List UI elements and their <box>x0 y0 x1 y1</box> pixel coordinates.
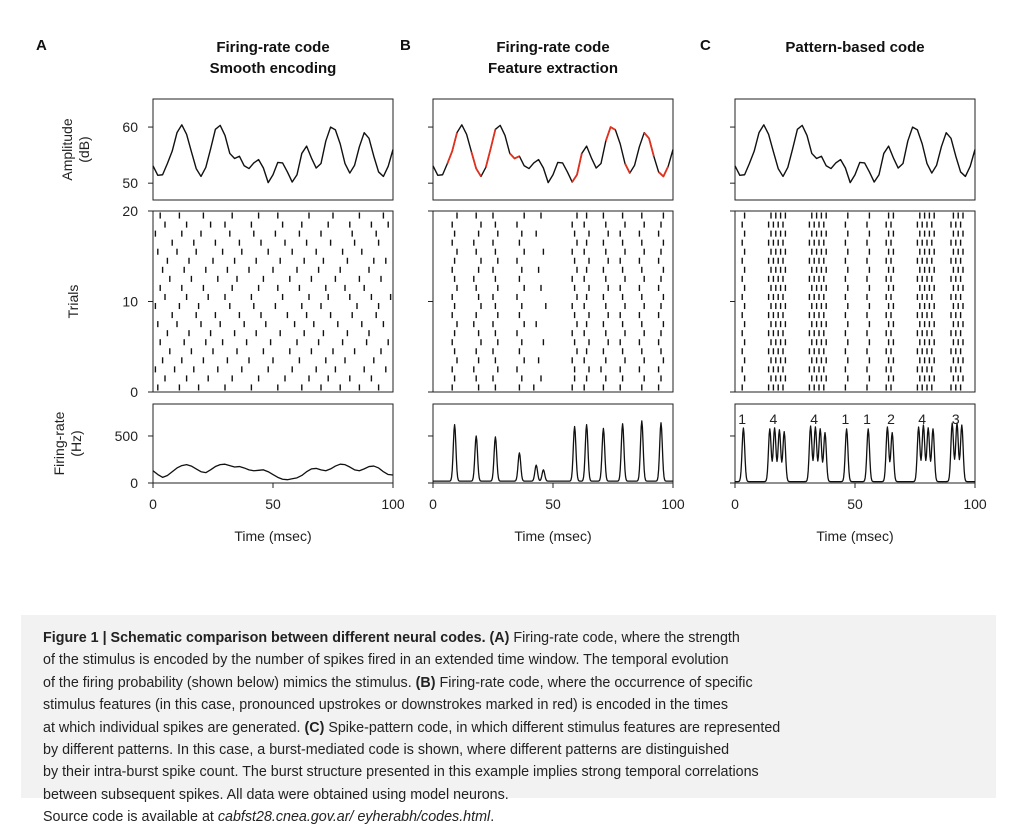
axes-frame-c-amplitude <box>734 98 976 201</box>
y-tick-label-amplitude-60: 60 <box>122 119 138 135</box>
stimulus-amplitude-line-c <box>734 124 976 184</box>
axes-frame-b-amplitude <box>432 98 674 201</box>
caption-line-6: by different patterns. In this case, a b… <box>43 742 730 759</box>
caption-line-1: Figure 1 | Schematic comparison between … <box>43 627 996 649</box>
y-tick-label-trials-10: 10 <box>122 294 138 310</box>
row-label-rate-2: (Hz) <box>68 430 84 456</box>
firing-rate-line-c <box>734 422 976 483</box>
axes-frame-a-trials <box>152 210 394 393</box>
row-label-amplitude-1: Amplitude <box>59 118 75 180</box>
panel-title-a-1: Firing-rate code <box>216 39 329 56</box>
y-tick-label-amplitude-50: 50 <box>122 175 138 191</box>
caption-label-a: (A) <box>489 630 510 646</box>
caption-line-2: of the stimulus is encoded by the number… <box>43 652 729 669</box>
highlighted-stroke-b-2 <box>484 129 497 168</box>
panel-letter-a: A <box>36 37 47 54</box>
caption-line-7: by their intra-burst spike count. The bu… <box>43 764 759 781</box>
panel-letter-b: B <box>400 37 411 54</box>
burst-count-label-1: 4 <box>770 411 778 427</box>
caption-line-8: between subsequent spikes. All data were… <box>43 786 509 803</box>
x-tick-label-100-panel-2: 100 <box>963 496 987 512</box>
highlighted-stroke-b-5 <box>604 126 616 142</box>
burst-count-label-4: 1 <box>863 411 871 427</box>
axes-frame-b-rate <box>432 403 674 484</box>
highlighted-stroke-b-4 <box>571 153 583 183</box>
row-label-trials-1: Trials <box>65 285 81 319</box>
x-tick-label-50-panel-1: 50 <box>545 496 561 512</box>
caption-text-1: Firing-rate code, where the strength <box>509 630 740 646</box>
x-tick-label-0-panel-2: 0 <box>731 496 739 512</box>
source-code-url: cabfst28.cnea.gov.ar/ eyherabh/codes.htm… <box>217 809 491 826</box>
highlighted-stroke-b-6 <box>624 163 631 174</box>
stimulus-amplitude-line-a <box>152 124 394 184</box>
y-tick-label-rate-500: 500 <box>115 428 139 444</box>
spike-raster-b <box>451 212 665 391</box>
burst-count-label-5: 2 <box>887 411 895 427</box>
firing-rate-line-a <box>152 463 394 481</box>
x-tick-label-0-panel-0: 0 <box>149 496 157 512</box>
caption-line-5: at which individual spikes are generated… <box>43 717 996 739</box>
caption-label-c: (C) <box>304 719 325 736</box>
caption-source-line: Source code is available at cabfst28.cne… <box>43 806 996 828</box>
highlighted-stroke-b-3 <box>509 152 520 160</box>
caption-text-3b: Firing-rate code, where the occurrence o… <box>435 674 753 691</box>
highlighted-stroke-b-7 <box>643 132 655 157</box>
burst-count-label-6: 4 <box>918 411 926 427</box>
caption-heading: Figure 1 | Schematic comparison between … <box>43 630 486 646</box>
highlighted-stroke-b-8 <box>657 165 670 178</box>
row-label-amplitude-2: (dB) <box>76 136 92 162</box>
stimulus-amplitude-line-b <box>432 124 674 184</box>
x-axis-label-panel-c: Time (msec) <box>816 528 893 544</box>
x-tick-label-100-panel-1: 100 <box>661 496 685 512</box>
burst-count-label-0: 1 <box>738 411 746 427</box>
panel-title-b-1: Firing-rate code <box>496 39 609 56</box>
spike-raster-a <box>154 212 392 391</box>
panel-letter-c: C <box>700 37 711 54</box>
caption-text-5: at which individual spikes are generated… <box>43 719 301 736</box>
panel-title-c-1: Pattern-based code <box>785 39 924 56</box>
highlighted-stroke-b-1 <box>470 151 482 177</box>
burst-count-label-3: 1 <box>842 411 850 427</box>
row-label-rate-1: Firing-rate <box>51 411 67 475</box>
x-tick-label-50-panel-0: 50 <box>265 496 281 512</box>
axes-frame-c-trials <box>734 210 976 393</box>
caption-text-3: of the firing probability (shown below) … <box>43 674 412 691</box>
caption-label-b: (B) <box>415 674 436 691</box>
spike-raster-c <box>741 212 964 391</box>
burst-count-label-7: 3 <box>952 411 960 427</box>
caption-text-5b: Spike-pattern code, in which different s… <box>324 719 781 736</box>
axes-frame-a-amplitude <box>152 98 394 201</box>
x-tick-label-50-panel-2: 50 <box>847 496 863 512</box>
figure-plots: A Firing-rate code Smooth encoding B Firing-… <box>36 37 987 544</box>
figure-caption: Figure 1 | Schematic comparison between … <box>21 615 996 825</box>
x-tick-label-100-panel-0: 100 <box>381 496 405 512</box>
y-tick-label-trials-20: 20 <box>122 203 138 219</box>
x-axis-label-panel-a: Time (msec) <box>234 528 311 544</box>
axes-frame-a-rate <box>152 403 394 484</box>
x-tick-label-0-panel-1: 0 <box>429 496 437 512</box>
axes-frame-b-trials <box>432 210 674 393</box>
y-tick-label-trials-0: 0 <box>130 384 138 400</box>
firing-rate-line-b <box>432 420 674 482</box>
panel-title-b-2: Feature extraction <box>488 60 618 77</box>
caption-source-prefix: Source code is available at <box>43 809 218 826</box>
y-tick-label-rate-0: 0 <box>130 475 138 491</box>
caption-source-suffix: . <box>490 809 495 826</box>
burst-count-label-2: 4 <box>810 411 818 427</box>
panel-title-a-2: Smooth encoding <box>210 60 337 77</box>
highlighted-stroke-b-0 <box>446 132 458 164</box>
caption-line-3: of the firing probability (shown below) … <box>43 672 996 694</box>
caption-line-4: stimulus features (in this case, pronoun… <box>43 697 728 714</box>
x-axis-label-panel-b: Time (msec) <box>514 528 591 544</box>
